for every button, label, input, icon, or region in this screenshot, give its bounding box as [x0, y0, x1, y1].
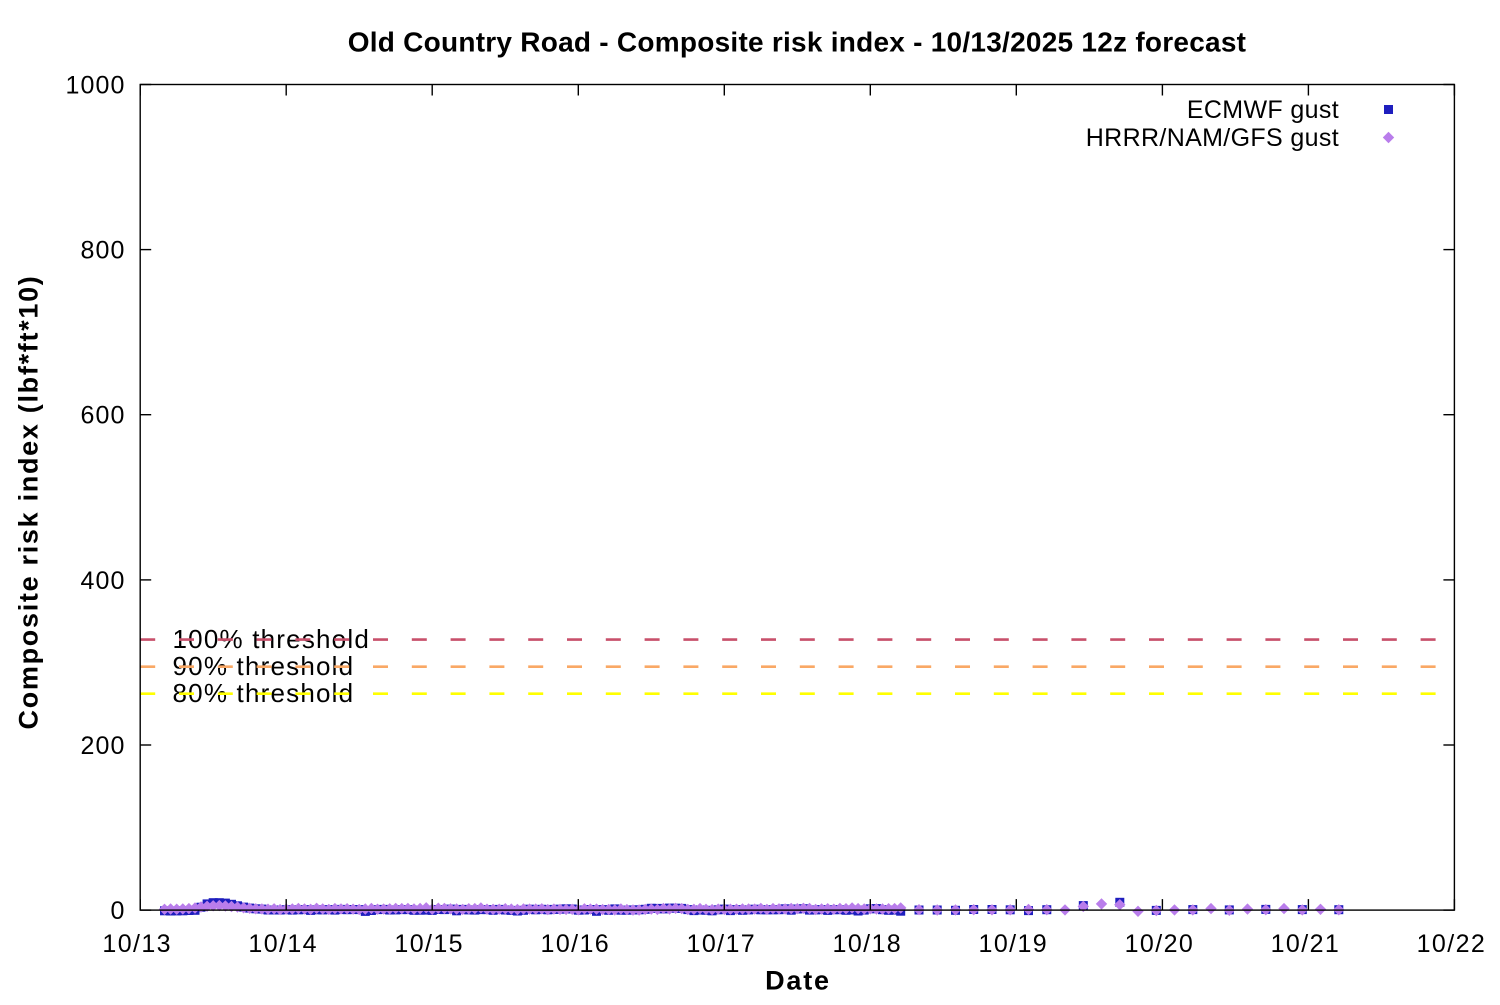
svg-text:10/17: 10/17 — [687, 930, 757, 958]
svg-text:10/18: 10/18 — [833, 930, 903, 958]
svg-text:ECMWF gust: ECMWF gust — [1187, 96, 1339, 124]
svg-text:400: 400 — [80, 567, 125, 595]
svg-text:10/21: 10/21 — [1271, 930, 1341, 958]
svg-text:200: 200 — [80, 732, 125, 760]
svg-text:0: 0 — [110, 897, 125, 925]
svg-text:1000: 1000 — [65, 72, 125, 100]
svg-text:Date: Date — [765, 966, 831, 996]
svg-text:600: 600 — [80, 402, 125, 430]
svg-text:10/14: 10/14 — [248, 930, 318, 958]
svg-text:10/16: 10/16 — [541, 930, 611, 958]
svg-text:800: 800 — [80, 237, 125, 265]
svg-text:Old Country Road - Composite r: Old Country Road - Composite risk index … — [348, 27, 1247, 58]
svg-text:10/22: 10/22 — [1417, 930, 1487, 958]
svg-text:10/13: 10/13 — [102, 930, 172, 958]
svg-text:HRRR/NAM/GFS gust: HRRR/NAM/GFS gust — [1086, 124, 1339, 152]
svg-text:10/15: 10/15 — [394, 930, 464, 958]
svg-text:10/19: 10/19 — [979, 930, 1049, 958]
svg-text:10/20: 10/20 — [1125, 930, 1195, 958]
svg-text:Composite risk index (lbf*ft*1: Composite risk index (lbf*ft*10) — [14, 275, 44, 730]
